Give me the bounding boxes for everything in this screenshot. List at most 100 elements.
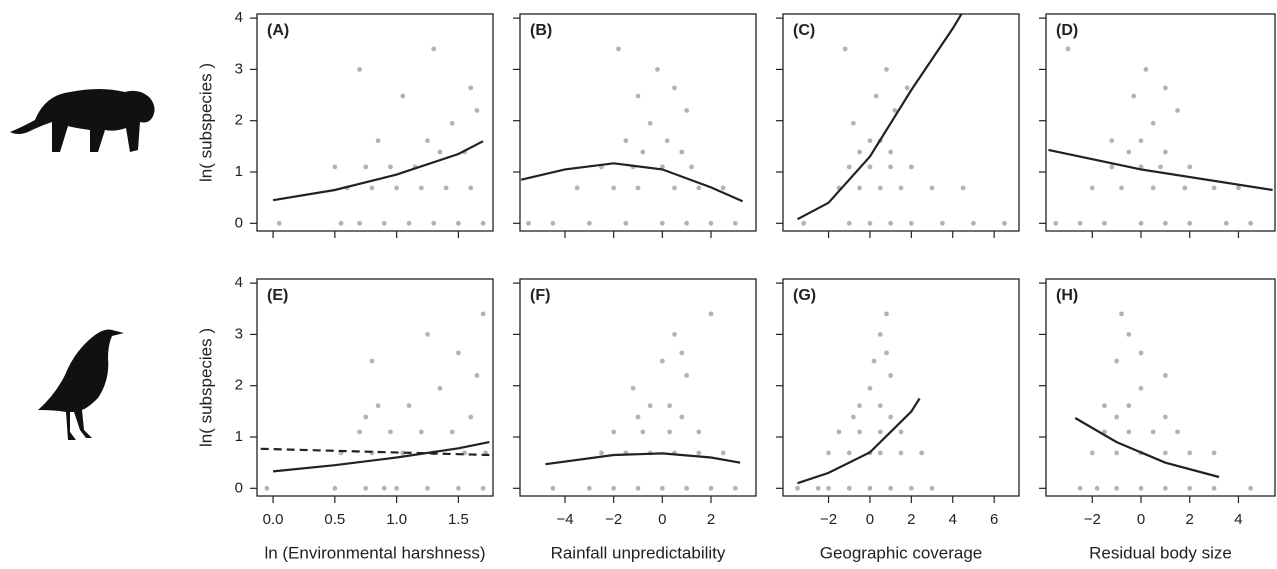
panel: (E) 0.0 0.5 1.0 1.5 0 1 2 3 4 ln (Environmental ha… [196,274,494,562]
point [1126,149,1132,155]
point [679,149,685,155]
x-tick-label: −2 [605,511,622,528]
point [888,485,894,491]
point [846,485,852,491]
point [850,120,856,126]
point [842,46,848,52]
y-tick-label: 4 [235,9,243,26]
x-tick-label: 2 [1186,511,1194,528]
point [357,429,362,435]
point [363,414,369,420]
panel: (B) [513,13,757,238]
point [888,373,894,378]
point [406,220,412,226]
plot-frame [1045,278,1276,497]
point [659,220,665,226]
x-tick-label: 1.0 [386,511,407,528]
point [929,185,935,191]
point [388,164,393,170]
panel-label: (D) [1056,22,1078,39]
fit-line [545,452,741,466]
panel-label: (G) [793,287,816,304]
point [456,485,461,491]
fit-line [797,397,921,485]
point [369,358,375,364]
x-tick-label: 0.5 [324,511,345,528]
y-tick-label: 4 [235,274,243,291]
point [815,485,821,491]
point [732,220,738,226]
point [1109,138,1115,144]
point [971,220,976,226]
point [480,311,486,317]
point [400,93,406,99]
point [338,220,344,226]
plot-frame [1045,13,1276,232]
point [363,164,369,170]
point [884,350,889,356]
point [357,220,362,226]
point [480,220,486,226]
point [720,185,726,191]
point [1114,485,1120,491]
x-tick-label: −2 [1084,511,1101,528]
point [449,120,455,126]
point [1094,485,1100,491]
point [720,450,726,456]
fit-line [272,441,490,473]
x-tick-label: 0 [658,511,666,528]
point [526,220,531,226]
point [667,429,673,435]
point [474,373,480,378]
point [795,485,800,491]
point [1223,220,1229,226]
point [888,414,894,420]
point [1162,414,1168,420]
point [623,220,629,226]
point [1211,450,1217,456]
point [635,414,641,420]
point [635,185,641,191]
point [635,93,641,99]
point [264,485,270,491]
point [1119,185,1124,191]
point [456,350,461,356]
point [574,185,580,191]
point [846,164,852,170]
point [647,120,653,126]
point [884,311,889,317]
x-axis-label: ln (Environmental harshness) [264,543,485,562]
point [877,450,883,456]
point [418,185,424,191]
point [908,485,914,491]
plot-frame [256,13,494,232]
x-tick-label: 6 [990,511,998,528]
point [586,220,592,226]
point [640,149,646,155]
point [443,185,449,191]
point [867,164,873,170]
fit-line [1074,417,1220,479]
point [1158,164,1163,170]
x-axis-label: Residual body size [1089,543,1232,562]
point [877,332,883,337]
plot-frame [519,13,757,232]
y-tick-label: 3 [235,325,243,342]
point [877,403,883,409]
point [655,67,660,72]
panel-label: (A) [267,22,289,39]
point [586,485,592,491]
point [357,67,362,72]
point [630,385,636,391]
point [898,185,904,191]
point [679,414,685,420]
point [437,385,443,391]
panel-label: (E) [267,287,288,304]
point [1150,185,1156,191]
point [1114,358,1120,364]
point [908,164,914,170]
point [375,403,381,409]
plot-frame [519,278,757,497]
point [611,185,617,191]
